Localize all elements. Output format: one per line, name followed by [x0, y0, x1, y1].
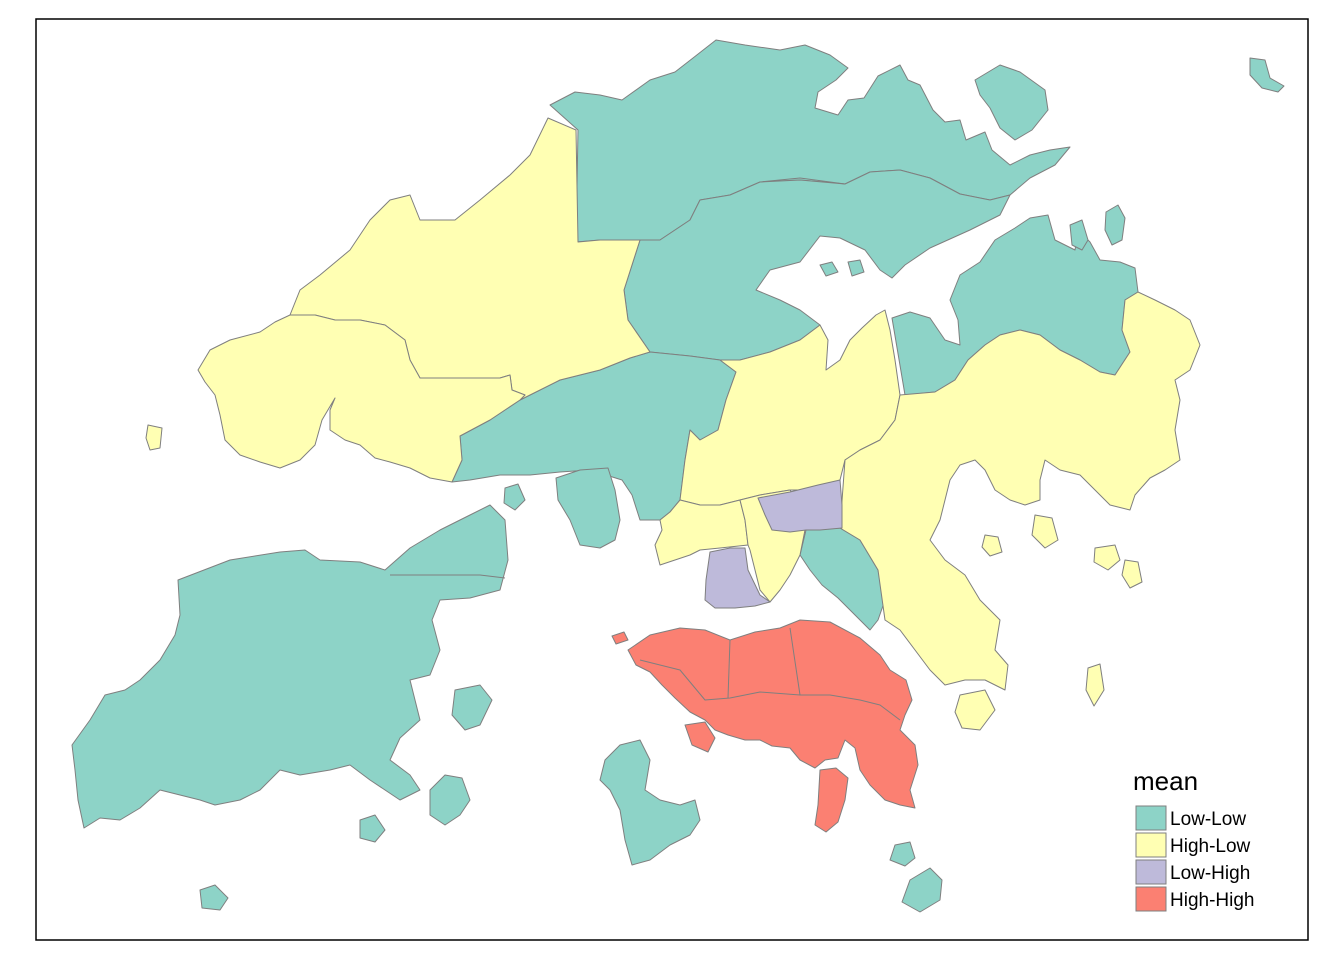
legend-swatch-low-high	[1135, 859, 1167, 885]
region-isle-e1[interactable]	[1104, 204, 1126, 246]
legend-items: Low-Low High-Low Low-High High-High	[1135, 805, 1254, 912]
legend-title: mean	[1133, 766, 1198, 796]
region-isle-s3[interactable]	[199, 884, 229, 911]
legend-swatch-high-high	[1135, 886, 1167, 912]
region-isle-y4[interactable]	[1121, 559, 1143, 589]
region-isle-ne2[interactable]	[1249, 57, 1285, 93]
region-lantau[interactable]	[71, 504, 509, 829]
region-isle-s4[interactable]	[359, 814, 386, 843]
region-isle-s1[interactable]	[889, 841, 916, 867]
region-peng-chau[interactable]	[451, 684, 493, 731]
regions-high-high	[611, 619, 919, 833]
region-sai-kung[interactable]	[839, 291, 1201, 691]
region-hk-islet-1[interactable]	[684, 721, 716, 753]
legend-label-high-low: High-Low	[1170, 836, 1251, 857]
region-isle-w1[interactable]	[503, 483, 526, 511]
region-tuen-mun[interactable]	[197, 314, 526, 483]
region-hk-islet-2[interactable]	[611, 631, 629, 645]
regions-low-low	[71, 39, 1285, 913]
region-kowloon-west[interactable]	[654, 499, 749, 566]
legend-label-low-high: Low-High	[1170, 863, 1250, 884]
region-tsing-yi[interactable]	[555, 467, 621, 549]
region-isle-e2[interactable]	[1069, 219, 1089, 251]
region-isle-y1[interactable]	[954, 689, 996, 731]
region-isle-y7[interactable]	[1085, 663, 1105, 707]
region-isle-n2[interactable]	[847, 259, 865, 277]
regions-high-low	[145, 117, 1201, 731]
region-lamma[interactable]	[599, 739, 701, 866]
region-isle-y3[interactable]	[1093, 544, 1121, 571]
district-boundaries	[390, 177, 901, 721]
region-sham-shui-po[interactable]	[704, 547, 771, 609]
region-isle-s2[interactable]	[901, 867, 943, 913]
region-isle-ne[interactable]	[974, 64, 1049, 141]
legend-swatch-low-low	[1135, 805, 1167, 831]
region-cheung-chau[interactable]	[429, 774, 471, 826]
legend: mean Low-Low High-Low Low-High High-High	[1133, 766, 1254, 912]
region-isle-n1[interactable]	[819, 261, 839, 277]
legend-label-low-low: Low-Low	[1170, 809, 1246, 830]
legend-swatch-high-low	[1135, 832, 1167, 858]
region-isle-y5[interactable]	[981, 534, 1003, 557]
legend-label-high-high: High-High	[1170, 890, 1254, 911]
regions-low-high	[704, 479, 843, 609]
region-isle-y2[interactable]	[1031, 514, 1059, 549]
region-hk-south-peninsula[interactable]	[814, 767, 849, 833]
region-hong-kong-island[interactable]	[627, 619, 919, 809]
region-isle-y6[interactable]	[145, 424, 163, 451]
region-kowloon-city[interactable]	[757, 479, 843, 533]
